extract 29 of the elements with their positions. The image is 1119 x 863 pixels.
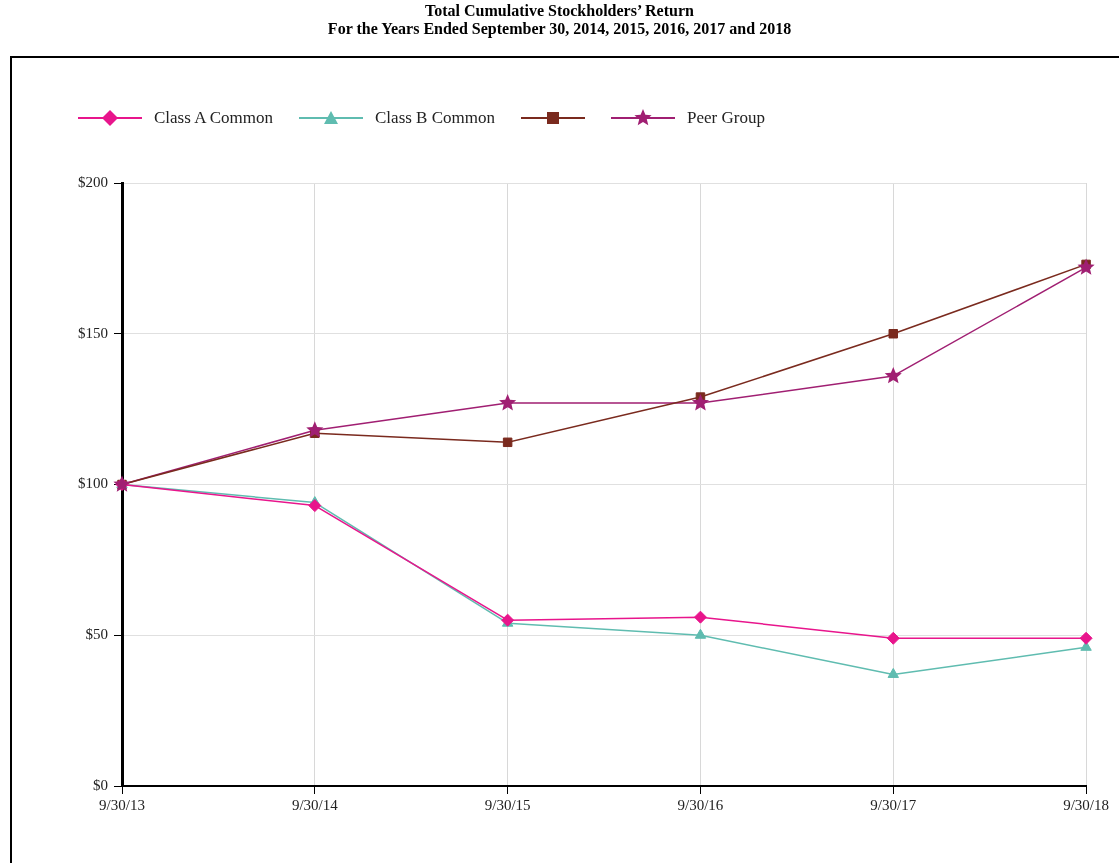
y-tick-label: $50 (85, 626, 108, 643)
point (1079, 631, 1093, 645)
legend-label: Class A Common (154, 108, 274, 128)
point (884, 366, 902, 384)
y-tick-label: $150 (78, 324, 108, 341)
y-tick-label: $200 (78, 173, 108, 190)
x-tick-label: 9/30/18 (1063, 796, 1109, 813)
y-tick-label: $0 (93, 776, 108, 793)
x-tick-label: 9/30/16 (677, 796, 724, 813)
point (499, 394, 517, 411)
x-tick-label: 9/30/14 (291, 796, 339, 813)
point (887, 667, 899, 678)
point (308, 499, 322, 513)
point (694, 628, 707, 639)
point (502, 437, 513, 448)
x-tick-label: 9/30/15 (484, 796, 531, 813)
point (886, 631, 900, 645)
chart-subtitle: For the Years Ended September 30, 2014, 2015, 2016, 2017 and 2018 (326, 20, 793, 38)
point (888, 329, 899, 339)
point (691, 394, 710, 411)
point (306, 421, 324, 438)
y-tick-label: $100 (78, 475, 108, 492)
legend-label: Class B Common (375, 108, 495, 128)
point (693, 610, 707, 624)
point (1077, 258, 1095, 275)
chart-title: Total Cumulative Stockholders’ Return (424, 2, 695, 20)
legend-label: Peer Group (687, 108, 765, 128)
x-tick-label: 9/30/13 (99, 796, 145, 813)
x-tick-label: 9/30/17 (870, 796, 917, 813)
